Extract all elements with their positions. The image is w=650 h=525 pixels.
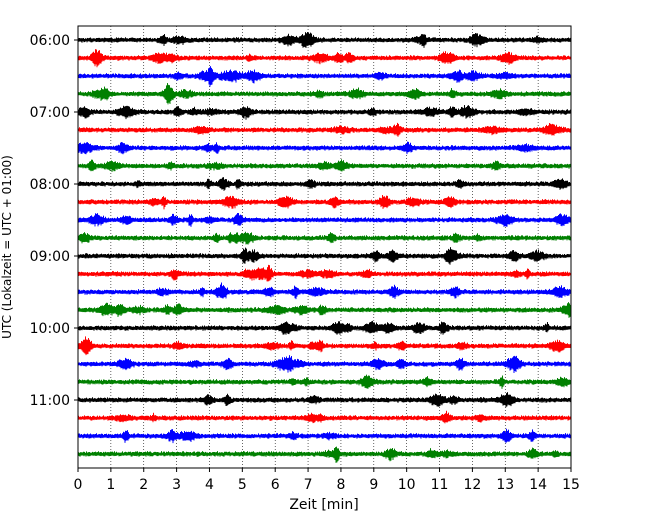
y-axis-ticks: 06:00 07:00 08:00 09:00 10:00 11:00 bbox=[30, 33, 78, 409]
y-tick-label: 09:00 bbox=[30, 249, 70, 265]
trace-line bbox=[78, 283, 571, 300]
trace-line bbox=[78, 392, 571, 407]
x-tick-label: 12 bbox=[463, 477, 481, 493]
trace-line bbox=[78, 336, 571, 355]
x-tick-label: 0 bbox=[74, 477, 83, 493]
trace-line bbox=[78, 105, 571, 120]
y-tick-label: 06:00 bbox=[30, 33, 70, 49]
trace-line bbox=[78, 213, 571, 227]
trace-line bbox=[78, 177, 571, 191]
trace-line bbox=[78, 447, 571, 463]
y-tick-label: 08:00 bbox=[30, 177, 70, 193]
trace-line bbox=[78, 355, 571, 373]
trace-line bbox=[78, 83, 571, 104]
y-tick-label: 10:00 bbox=[30, 321, 70, 337]
trace-line bbox=[78, 232, 571, 245]
x-tick-label: 10 bbox=[398, 477, 416, 493]
x-tick-label: 7 bbox=[304, 477, 313, 493]
trace-line bbox=[78, 142, 571, 155]
y-tick-label: 07:00 bbox=[30, 105, 70, 121]
trace-line bbox=[78, 123, 571, 137]
trace-line bbox=[78, 247, 571, 265]
trace-line bbox=[78, 195, 571, 209]
y-axis-title: UTC (Lokalzeit = UTC + 01:00) bbox=[0, 155, 14, 339]
trace-line bbox=[78, 321, 571, 335]
x-tick-label: 13 bbox=[496, 477, 514, 493]
x-tick-label: 5 bbox=[238, 477, 247, 493]
trace-line bbox=[78, 159, 571, 172]
x-axis-title: Zeit [min] bbox=[289, 497, 358, 513]
x-axis-ticks: 0 1 2 3 4 5 6 7 8 9 10 11 12 13 14 15 bbox=[74, 468, 580, 493]
x-tick-label: 15 bbox=[562, 477, 580, 493]
x-tick-label: 1 bbox=[106, 477, 115, 493]
trace-line bbox=[78, 375, 571, 389]
x-tick-label: 9 bbox=[369, 477, 378, 493]
x-tick-label: 14 bbox=[529, 477, 547, 493]
trace-line bbox=[78, 49, 571, 67]
x-tick-label: 3 bbox=[172, 477, 181, 493]
trace-line bbox=[78, 32, 571, 48]
trace-line bbox=[78, 411, 571, 423]
x-tick-label: 4 bbox=[205, 477, 214, 493]
trace-line bbox=[78, 429, 571, 443]
x-tick-label: 11 bbox=[431, 477, 449, 493]
traces bbox=[78, 32, 571, 463]
trace-line bbox=[78, 265, 571, 282]
x-tick-label: 8 bbox=[336, 477, 345, 493]
trace-line bbox=[78, 302, 571, 318]
x-tick-label: 2 bbox=[139, 477, 148, 493]
trace-line bbox=[78, 66, 571, 87]
y-tick-label: 11:00 bbox=[30, 393, 70, 409]
x-tick-label: 6 bbox=[271, 477, 280, 493]
